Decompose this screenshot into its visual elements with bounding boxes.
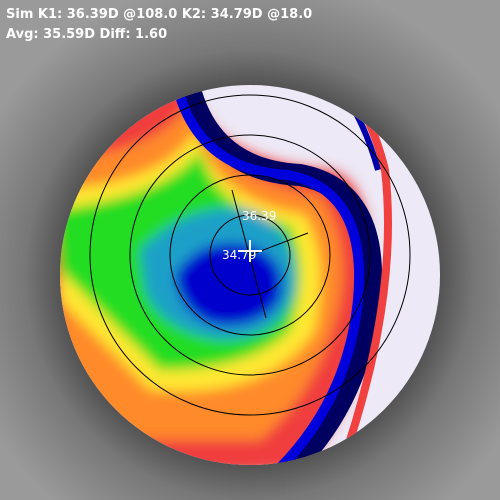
- avg-line: Avg: 35.59D Diff: 1.60: [6, 27, 167, 42]
- k1-label: 36.39: [242, 209, 276, 223]
- k2-label: 34.79: [222, 248, 256, 262]
- sim-k-line: Sim K1: 36.39D @108.0 K2: 34.79D @18.0: [6, 7, 312, 22]
- color-map: [60, 85, 440, 465]
